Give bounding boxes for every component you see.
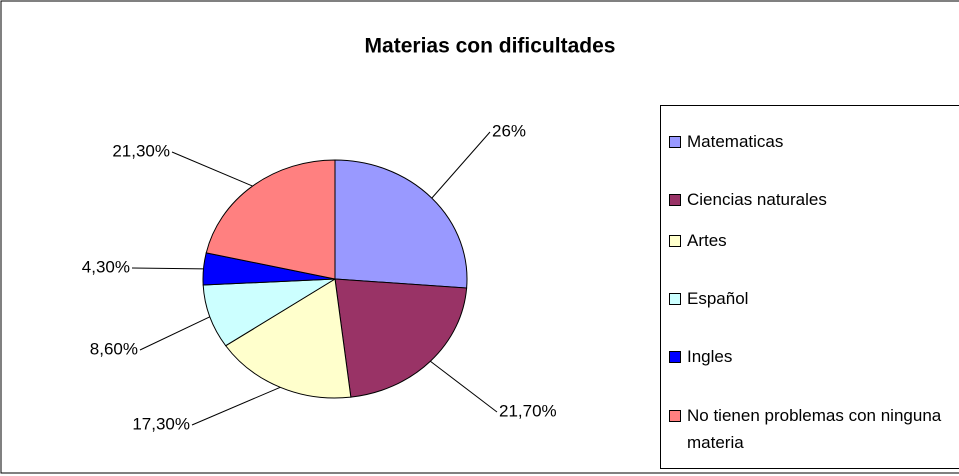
legend-label: Ciencias naturales [687, 190, 827, 209]
chart-title: Materias con dificultades [365, 35, 616, 58]
legend-label: No tienen problemas con ninguna materia [687, 406, 942, 452]
legend-item: Ingles [669, 343, 959, 370]
data-label: 21,30% [112, 141, 170, 160]
pie-slice [334, 278, 468, 398]
leader-line [171, 151, 253, 187]
data-label: 8,60% [90, 339, 138, 358]
legend-label: Matematicas [687, 132, 784, 151]
legend-swatch [669, 235, 681, 247]
leader-line [430, 360, 498, 413]
legend-item: Matematicas [669, 128, 959, 155]
leader-line [431, 131, 491, 199]
data-label: 26% [492, 121, 526, 140]
leader-line [139, 316, 211, 351]
legend-item: No tienen problemas con ninguna materia [669, 402, 959, 456]
legend-swatch [669, 136, 681, 148]
legend-label: Español [687, 289, 749, 308]
data-label: 4,30% [82, 257, 130, 276]
legend-item: Ciencias naturales [669, 186, 959, 213]
legend-item: Español [669, 285, 959, 312]
legend-label: Ingles [687, 347, 733, 366]
legend-swatch [669, 194, 681, 206]
pie-slice [334, 159, 468, 289]
legend: Matematicas Ciencias naturales Artes Españo… [660, 105, 959, 469]
data-label: 21,70% [499, 401, 557, 420]
leader-line [191, 386, 281, 426]
pie-slice [205, 159, 336, 280]
data-label: 17,30% [132, 414, 190, 433]
legend-item: Artes [669, 227, 959, 254]
legend-swatch [669, 293, 681, 305]
leader-line [131, 267, 204, 270]
pie-slice [224, 278, 352, 399]
legend-label: Artes [687, 231, 727, 250]
legend-swatch [669, 410, 681, 422]
legend-swatch [669, 351, 681, 363]
